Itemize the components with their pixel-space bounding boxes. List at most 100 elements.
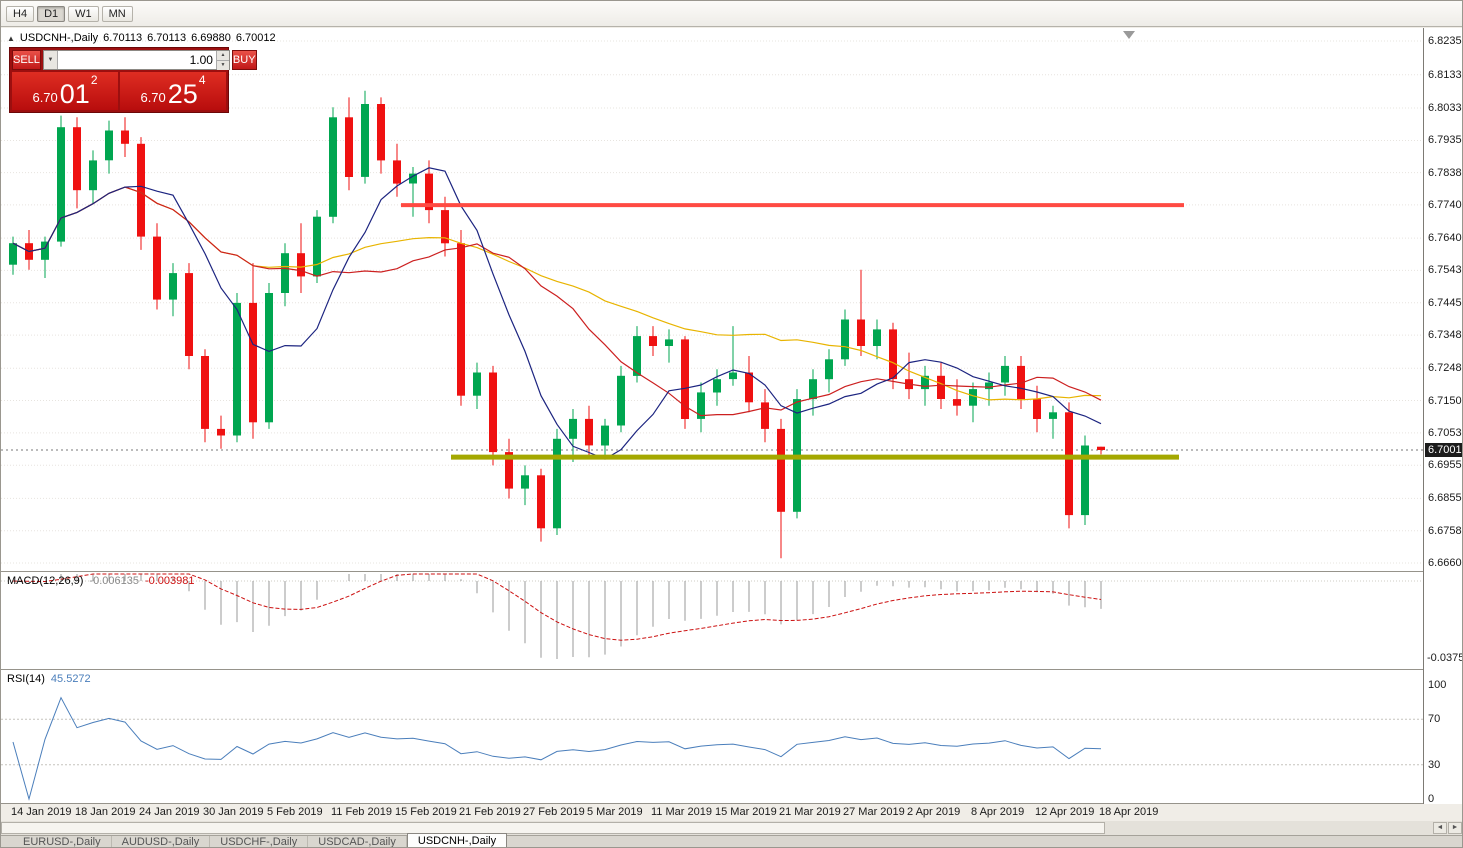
main-chart-canvas[interactable] [1, 28, 1423, 571]
price-axis-label: 6.70530 [1428, 426, 1462, 439]
ohlc-high: 6.70113 [147, 32, 187, 44]
scroll-left-icon[interactable]: ◄ [1433, 822, 1447, 834]
volume-spinner-up-icon[interactable]: ▲ [216, 51, 229, 61]
buy-price-display[interactable]: 6.70 25 4 [120, 72, 226, 110]
price-axis-label: 6.82350 [1428, 35, 1462, 47]
rsi-indicator-canvas[interactable] [1, 670, 1423, 803]
date-axis-label: 27 Feb 2019 [523, 806, 585, 818]
candlestick-series [9, 90, 1105, 559]
date-axis-label: 15 Mar 2019 [715, 806, 777, 818]
price-axis-label: 6.79350 [1428, 134, 1462, 147]
buy-price-superscript: 4 [198, 73, 206, 87]
date-axis-label: 30 Jan 2019 [203, 806, 264, 818]
chart-tab-usdcnh[interactable]: USDCNH-,Daily [406, 833, 508, 847]
date-axis-label: 27 Mar 2019 [843, 806, 905, 818]
macd-main-value: -0.006135 [89, 575, 139, 587]
rsi-axis-label: 0 [1428, 793, 1435, 805]
price-axis-label: 6.74455 [1428, 296, 1462, 309]
rsi-value: 45.5272 [50, 673, 91, 685]
chart-tab-eurusd[interactable]: EURUSD-,Daily [13, 836, 112, 847]
sell-price-small: 6.70 [32, 90, 58, 105]
timeframe-toolbar: H4 D1 W1 MN [1, 1, 1462, 27]
chart-tab-usdcad[interactable]: USDCAD-,Daily [308, 836, 407, 847]
price-axis-label: 6.75430 [1428, 264, 1462, 277]
panel-separator[interactable] [1, 669, 1462, 670]
ohlc-low: 6.69880 [191, 32, 231, 44]
date-axis-label: 21 Mar 2019 [779, 806, 841, 818]
macd-signal-line [12, 573, 1102, 641]
macd-axis-label: -0.037529 [1427, 652, 1462, 664]
chart-shift-marker[interactable] [1123, 31, 1135, 39]
price-gridlines [1, 40, 1423, 564]
rsi-axis-label: 100 [1428, 679, 1447, 691]
date-axis-label: 21 Feb 2019 [459, 806, 521, 818]
volume-input[interactable] [57, 51, 216, 69]
price-axis-label: 6.78380 [1428, 166, 1462, 179]
date-axis-label: 5 Mar 2019 [587, 806, 643, 818]
horizontal-scrollbar[interactable]: ◄ ► [1, 821, 1462, 835]
chart-symbol-title: USDCNH-,Daily [19, 32, 99, 44]
chart-tabs-bar: EURUSD-,Daily AUDUSD-,Daily USDCHF-,Daily U… [1, 833, 1462, 847]
price-axis-label: 6.76405 [1428, 232, 1462, 245]
date-axis-label: 2 Apr 2019 [907, 806, 961, 818]
rsi-label: RSI(14) 45.5272 [7, 673, 91, 685]
current-price-badge: 6.70012 [1425, 443, 1462, 458]
macd-histogram [28, 574, 1102, 659]
rsi-level-lines [1, 718, 1423, 766]
panel-separator[interactable] [1, 571, 1462, 572]
chart-header: ▲ USDCNH-,Daily 6.70113 6.70113 6.69880 … [7, 32, 276, 44]
sell-price-display[interactable]: 6.70 01 2 [12, 72, 118, 110]
scroll-right-icon[interactable]: ► [1448, 822, 1462, 834]
date-axis-label: 18 Apr 2019 [1099, 806, 1159, 818]
sell-price-superscript: 2 [90, 73, 98, 87]
volume-dropdown-icon[interactable]: ▼ [43, 51, 58, 69]
date-axis-label: 11 Mar 2019 [651, 806, 712, 818]
buy-button[interactable]: BUY [231, 50, 257, 70]
price-axis-label: 6.72480 [1428, 362, 1462, 375]
buy-price-small: 6.70 [140, 90, 166, 105]
scrollbar-thumb[interactable] [1, 822, 1105, 834]
ma-line-fast [12, 167, 1102, 460]
timeframe-button-h4[interactable]: H4 [6, 5, 35, 22]
price-axis-label: 6.71505 [1428, 394, 1462, 407]
volume-spinner-down-icon[interactable]: ▼ [216, 61, 229, 70]
date-axis-label: 18 Jan 2019 [75, 806, 136, 818]
collapse-triangle-icon[interactable]: ▲ [7, 33, 15, 43]
price-axis[interactable]: -0.037529 6.82350 6.81330 6.80330 6.79350 6.… [1423, 28, 1462, 805]
date-axis-label: 14 Jan 2019 [11, 806, 72, 818]
rsi-axis-label: 30 [1428, 758, 1441, 771]
rsi-axis-label: 70 [1428, 713, 1441, 726]
price-axis-label: 6.69555 [1428, 459, 1462, 472]
rsi-line [12, 696, 1102, 801]
timeframe-button-w1[interactable]: W1 [68, 5, 99, 22]
date-axis-label: 24 Jan 2019 [139, 806, 200, 818]
ma-line-medium [12, 186, 1102, 417]
ohlc-close: 6.70012 [235, 32, 276, 44]
sell-button[interactable]: SELL [12, 50, 41, 70]
sell-price-big: 01 [59, 79, 90, 109]
date-axis-label: 15 Feb 2019 [395, 806, 457, 818]
one-click-trading-panel: SELL ▼ ▲ ▼ BUY 6.70 01 2 6.70 25 4 [9, 47, 257, 113]
price-axis-label: 6.66605 [1428, 557, 1462, 569]
buy-price-big: 25 [167, 79, 198, 109]
macd-name: MACD(12,26,9) [7, 575, 84, 587]
macd-label: MACD(12,26,9) -0.006135 -0.003981 [7, 575, 195, 587]
price-axis-label: 6.77405 [1428, 198, 1462, 211]
volume-spinner: ▲ ▼ [215, 51, 229, 70]
timeframe-button-mn[interactable]: MN [101, 5, 133, 22]
price-axis-label: 6.80330 [1428, 101, 1462, 114]
date-axis[interactable]: 14 Jan 2019 18 Jan 2019 24 Jan 2019 30 Jan … [1, 804, 1423, 821]
chart-tab-usdchf[interactable]: USDCHF-,Daily [210, 836, 309, 847]
date-axis-label: 5 Feb 2019 [267, 806, 323, 818]
ohlc-open: 6.70113 [103, 32, 143, 44]
macd-signal-value: -0.003981 [144, 575, 195, 587]
price-axis-label: 6.81330 [1428, 68, 1462, 81]
chart-tab-audusd[interactable]: AUDUSD-,Daily [112, 836, 211, 847]
volume-field-group: ▼ ▲ ▼ [42, 50, 230, 70]
panel-separator [1, 803, 1462, 804]
date-axis-label: 12 Apr 2019 [1035, 806, 1095, 818]
date-axis-label: 11 Feb 2019 [331, 806, 392, 818]
timeframe-button-d1[interactable]: D1 [37, 5, 66, 22]
macd-indicator-canvas[interactable] [1, 572, 1423, 669]
date-axis-label: 8 Apr 2019 [971, 806, 1025, 818]
